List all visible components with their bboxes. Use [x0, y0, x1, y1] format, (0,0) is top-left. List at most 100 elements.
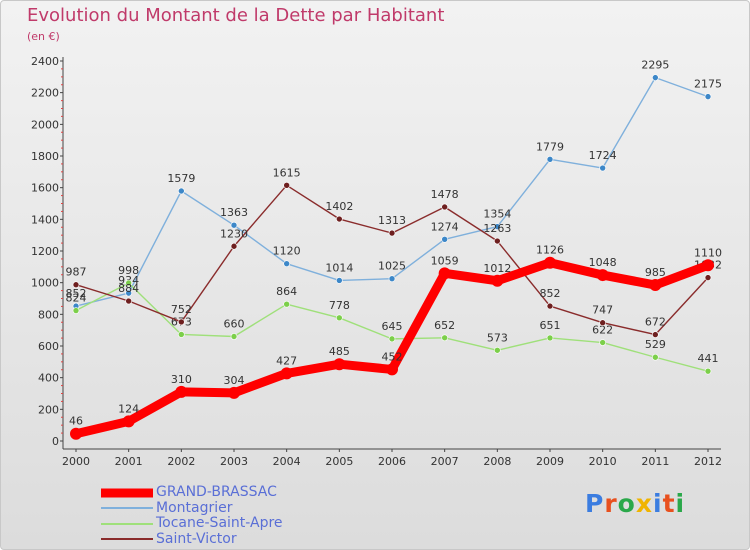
x-tick-label: 2007 [431, 455, 459, 468]
legend-swatch [101, 538, 153, 541]
data-point [283, 181, 290, 189]
data-label: 1615 [273, 166, 301, 179]
data-label: 529 [645, 338, 666, 351]
data-label: 46 [69, 415, 83, 428]
data-point [704, 93, 712, 100]
data-label: 310 [171, 373, 192, 386]
data-point [704, 274, 712, 281]
data-label: 778 [329, 299, 350, 312]
series-tocane-saint-apre: 824998673660864778645652573651622529441 [66, 264, 719, 375]
data-label: 1779 [536, 140, 564, 153]
series-montagrier: 8529341579136311201014102512741354177917… [66, 59, 722, 310]
data-label: 1313 [378, 214, 406, 227]
y-tick-label: 1400 [31, 213, 59, 226]
y-tick-label: 0 [52, 435, 59, 448]
data-point [491, 274, 504, 287]
x-tick-label: 2000 [62, 455, 90, 468]
data-point [125, 279, 132, 287]
data-point [702, 259, 714, 272]
data-label: 1110 [694, 246, 722, 259]
y-tick-label: 2400 [31, 55, 59, 68]
x-tick-label: 2005 [325, 455, 353, 468]
y-tick-label: 1000 [31, 277, 59, 290]
data-label: 752 [171, 303, 192, 316]
proxiti-logo: Proxiti [585, 489, 685, 518]
data-label: 852 [540, 287, 561, 300]
y-tick-label: 1600 [31, 182, 59, 195]
data-point [125, 297, 132, 305]
data-point [599, 319, 606, 327]
data-label: 660 [224, 318, 245, 331]
data-label: 747 [592, 304, 613, 317]
data-point [388, 335, 396, 343]
logo-letter: P [585, 489, 605, 518]
data-point [441, 334, 448, 342]
data-label: 427 [276, 354, 297, 367]
data-label: 1230 [220, 227, 248, 240]
legend-swatch [101, 522, 153, 525]
data-label: 124 [118, 402, 139, 415]
data-point [175, 385, 188, 398]
data-point [336, 277, 343, 284]
data-label: 1579 [167, 172, 195, 185]
data-label: 1354 [483, 208, 511, 221]
data-point [494, 346, 501, 354]
data-point [652, 353, 659, 361]
data-label: 1012 [483, 262, 511, 275]
y-tick-label: 200 [38, 403, 59, 416]
unit-label: (en €) [27, 30, 60, 43]
data-point [494, 223, 501, 230]
data-label: 987 [66, 266, 87, 279]
data-point [230, 333, 238, 340]
legend-label: Saint-Victor [156, 530, 237, 547]
logo-letter: x [635, 489, 653, 518]
data-label: 884 [118, 282, 139, 295]
data-label: 985 [645, 266, 666, 279]
y-tick-label: 1800 [31, 150, 59, 163]
y-tick-label: 800 [38, 308, 59, 321]
data-point [544, 256, 556, 269]
data-point [125, 289, 132, 297]
x-tick-label: 2011 [641, 455, 669, 468]
data-label: 304 [224, 374, 245, 387]
chart-title: Evolution du Montant de la Dette par Hab… [27, 5, 445, 26]
data-label: 485 [329, 345, 350, 358]
data-point [178, 187, 185, 195]
data-label: 824 [66, 292, 87, 305]
data-point [283, 300, 290, 308]
x-tick-label: 2012 [694, 455, 722, 468]
data-label: 452 [382, 350, 403, 363]
y-tick-label: 2200 [31, 87, 59, 100]
series-grand-brassac: 46 124 310 304 427 485 452 1059 1012 1126 1048 985 1… [69, 244, 722, 440]
data-point [388, 275, 396, 283]
data-label: 1014 [325, 261, 353, 274]
data-point [546, 334, 554, 342]
data-label: 1048 [589, 256, 617, 269]
x-tick-label: 2010 [589, 455, 617, 468]
data-point [336, 314, 343, 322]
data-point [652, 331, 659, 338]
data-point [122, 415, 135, 428]
legend-label: Tocane-Saint-Apre [156, 515, 283, 531]
data-point [546, 302, 554, 310]
data-label: 1402 [325, 200, 353, 213]
series-saint-victor: 987 884 752 1230 1615 1402 1313 1478 1263 852 747 6… [66, 166, 722, 338]
x-tick-label: 2009 [536, 455, 564, 468]
data-point [228, 386, 240, 399]
data-point [388, 229, 396, 237]
data-label: 1126 [536, 244, 564, 257]
data-label: 622 [592, 324, 613, 337]
data-point [494, 237, 501, 245]
data-label: 1363 [220, 206, 248, 219]
data-point [652, 74, 659, 81]
logo-letter: r [604, 489, 618, 518]
data-point [333, 358, 346, 371]
y-tick-label: 1200 [31, 245, 59, 258]
logo-letter: i [653, 489, 663, 518]
data-point [178, 331, 185, 338]
logo-letter: o [617, 489, 636, 518]
data-label: 1274 [431, 220, 459, 233]
data-label: 441 [698, 352, 719, 365]
logo-letter: t [662, 489, 676, 518]
